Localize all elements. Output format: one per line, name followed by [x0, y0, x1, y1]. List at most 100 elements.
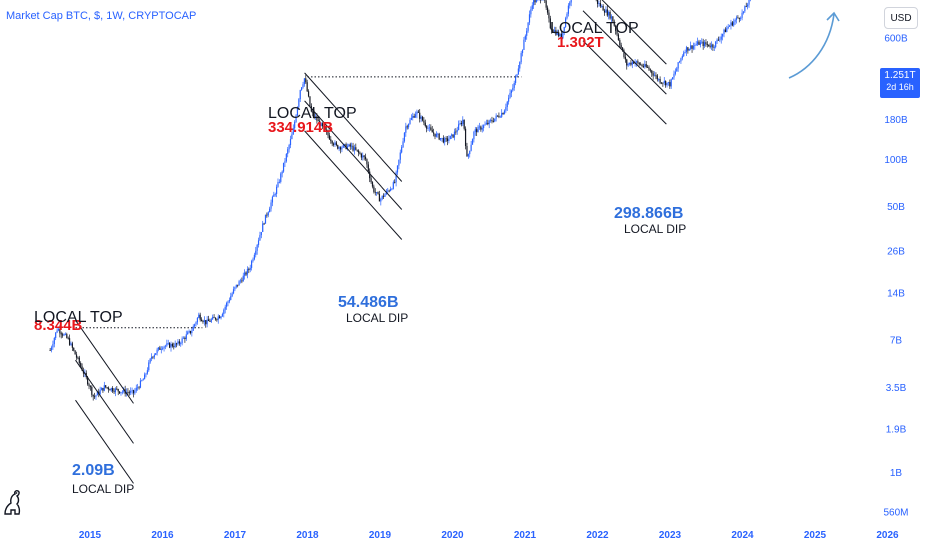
candle-body [241, 280, 243, 282]
candle-body [548, 12, 550, 19]
candle-body [702, 41, 704, 47]
candle-body [716, 39, 718, 42]
candle-body [488, 120, 490, 125]
local-dip-label: LOCAL DIP [72, 482, 134, 496]
candle-body [656, 75, 658, 80]
local-dip-label: LOCAL DIP [624, 222, 686, 236]
x-tick-label: 2023 [659, 530, 682, 541]
candle-body [665, 80, 667, 86]
candle-body [99, 390, 101, 395]
candle-body [113, 391, 115, 393]
candle-body [705, 42, 707, 45]
candle-body [535, 0, 538, 3]
candle-body [723, 29, 725, 34]
candle-body [298, 99, 300, 107]
candle-body [271, 196, 274, 203]
candle-body [330, 139, 332, 141]
candle-body [162, 348, 164, 350]
candle-body [458, 124, 460, 131]
candle-body [327, 131, 329, 136]
channel-line [601, 0, 667, 65]
candle-body [316, 116, 318, 121]
candle-body [53, 338, 55, 345]
candle-body [227, 301, 229, 304]
candle-body [60, 333, 62, 335]
candle-body [194, 324, 196, 327]
candle-body [703, 42, 706, 47]
candle-body [628, 62, 631, 65]
candle-body [188, 330, 190, 333]
local-top-label: LOCAL TOP [34, 309, 123, 326]
candle-body [391, 188, 393, 190]
candle-body [483, 125, 485, 129]
currency-button[interactable]: USD [884, 7, 918, 29]
candle-body [641, 64, 643, 67]
candle-body [362, 155, 364, 158]
candle-body [466, 146, 468, 157]
candle-body [246, 269, 249, 275]
candle-body [619, 40, 621, 46]
candle-body [677, 62, 679, 69]
candle-body [319, 120, 321, 127]
candle-body [192, 326, 194, 331]
candle-body [57, 328, 60, 331]
candle-body [235, 284, 237, 287]
candle-body [601, 5, 603, 7]
candle-body [78, 357, 80, 364]
candle-body [377, 192, 379, 195]
candle-body [642, 66, 645, 67]
candle-body [366, 159, 368, 165]
candle-body [551, 28, 553, 31]
candle-body [163, 346, 165, 349]
candle-body [324, 127, 326, 130]
candle-body [462, 119, 464, 125]
candle-body [495, 115, 497, 119]
candle-body [321, 123, 324, 127]
candle-body [130, 390, 132, 393]
candle-body [87, 377, 89, 385]
candle-body [653, 75, 656, 77]
candle-body [740, 17, 742, 19]
candle-body [326, 129, 328, 132]
candle-body [521, 49, 524, 54]
candle-body [381, 195, 383, 199]
candle-body [380, 198, 382, 202]
candle-body [323, 126, 325, 128]
candle-body [389, 189, 392, 191]
candle-body [662, 82, 664, 84]
candle-body [439, 138, 442, 140]
candle-body [295, 115, 297, 122]
candle-body [217, 316, 219, 320]
tradingview-logo-icon[interactable] [2, 488, 24, 516]
candle-body [320, 123, 322, 127]
candle-body [360, 153, 362, 158]
candle-body [344, 144, 346, 145]
candle-body [266, 214, 268, 216]
candle-body [132, 390, 135, 394]
candle-body [666, 82, 668, 86]
candle-body [116, 388, 118, 390]
candle-body [141, 380, 143, 382]
candle-body [459, 123, 461, 125]
candle-body [105, 385, 107, 388]
candle-body [683, 52, 685, 57]
last-price-value: 1.251T [884, 70, 916, 81]
candle-body [698, 41, 700, 45]
candle-body [510, 90, 513, 93]
local-top-value: 8.344B [34, 317, 83, 334]
candle-body [603, 10, 606, 13]
candle-body [742, 11, 745, 13]
candle-body [216, 319, 218, 321]
candle-body [348, 144, 350, 147]
candle-body [730, 22, 732, 26]
candle-body [138, 387, 140, 389]
candle-body [481, 128, 483, 130]
channel-line [75, 319, 134, 404]
x-tick-label: 2018 [296, 530, 319, 541]
x-tick-label: 2017 [224, 530, 247, 541]
candle-body [273, 194, 275, 197]
channel-line [582, 10, 667, 95]
candle-body [492, 121, 494, 123]
candle-body [355, 147, 357, 150]
